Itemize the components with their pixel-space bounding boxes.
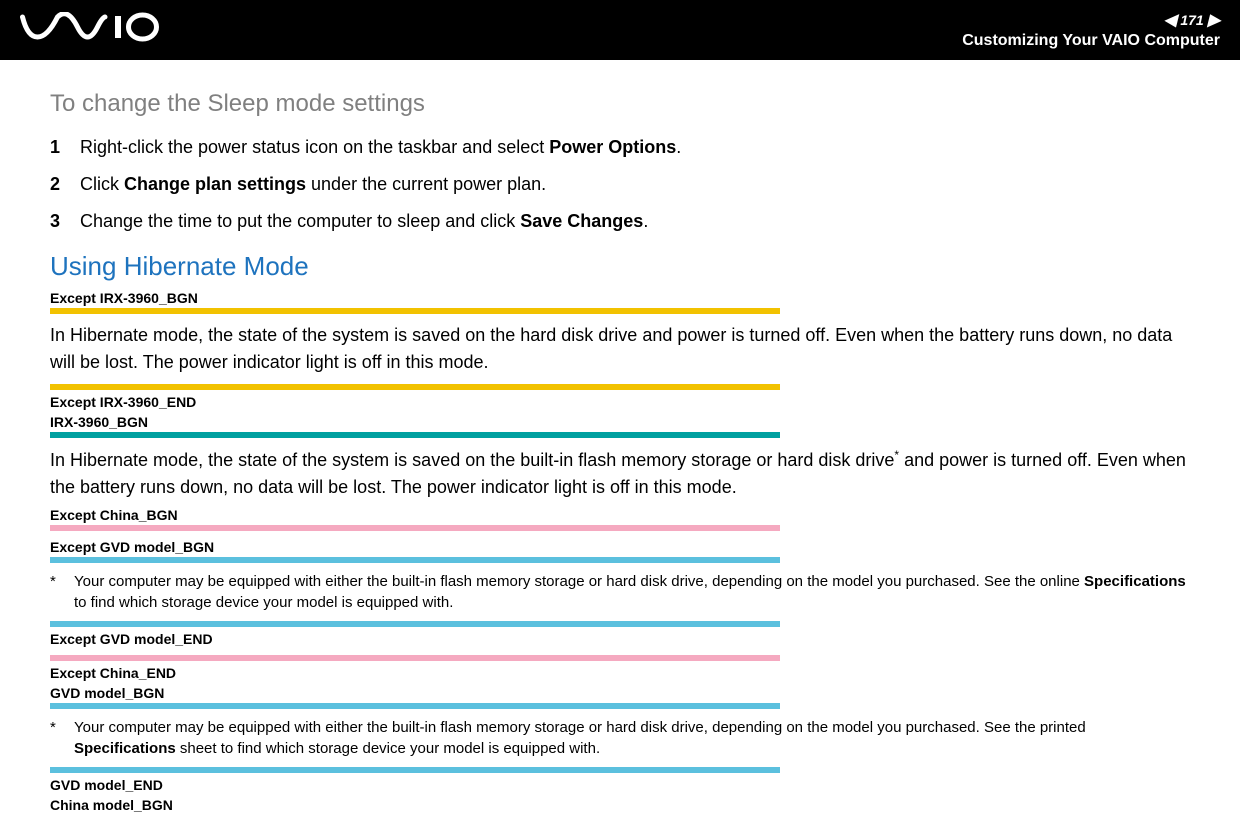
tag-china-bgn: China model_BGN (50, 797, 1190, 813)
tag-except-china-bgn: Except China_BGN (50, 507, 1190, 523)
header-title: Customizing Your VAIO Computer (962, 32, 1220, 50)
hibernate-para-2: In Hibernate mode, the state of the syst… (50, 446, 1190, 501)
step-number: 2 (50, 171, 80, 198)
color-bar-cyan (50, 703, 780, 709)
step-text: Right-click the power status icon on the… (80, 134, 1190, 161)
color-bar-yellow (50, 384, 780, 390)
step-1: 1 Right-click the power status icon on t… (50, 134, 1190, 161)
tag-irx-bgn: IRX-3960_BGN (50, 414, 1190, 430)
step-3: 3 Change the time to put the computer to… (50, 208, 1190, 235)
hibernate-para-1: In Hibernate mode, the state of the syst… (50, 322, 1190, 376)
footnote-mark: * (50, 571, 74, 613)
nav-next-icon[interactable]: ▶ (1208, 10, 1220, 30)
tag-gvd-end: GVD model_END (50, 777, 1190, 793)
color-bar-cyan (50, 621, 780, 627)
step-number: 1 (50, 134, 80, 161)
footnote-mark: * (50, 717, 74, 759)
color-bar-pink (50, 525, 780, 531)
hibernate-title: Using Hibernate Mode (50, 251, 1190, 282)
footnote-2: * Your computer may be equipped with eit… (50, 717, 1190, 759)
tag-gvd-bgn: GVD model_BGN (50, 685, 1190, 701)
tag-except-gvd-end: Except GVD model_END (50, 631, 1190, 647)
color-bar-cyan (50, 767, 780, 773)
step-text: Click Change plan settings under the cur… (80, 171, 1190, 198)
tag-except-irx-end: Except IRX-3960_END (50, 394, 1190, 410)
page-number: 171 (1180, 12, 1203, 28)
nav-prev-icon[interactable]: ◀ (1164, 10, 1176, 30)
steps-list: 1 Right-click the power status icon on t… (50, 134, 1190, 235)
tag-except-gvd-bgn: Except GVD model_BGN (50, 539, 1190, 555)
page-content: To change the Sleep mode settings 1 Righ… (0, 60, 1240, 833)
color-bar-yellow (50, 308, 780, 314)
page-header: ◀ 171 ▶ Customizing Your VAIO Computer (0, 0, 1240, 60)
color-bar-pink (50, 655, 780, 661)
color-bar-cyan (50, 557, 780, 563)
footnote-text: Your computer may be equipped with eithe… (74, 717, 1190, 759)
footnote-1: * Your computer may be equipped with eit… (50, 571, 1190, 613)
tag-except-china-end: Except China_END (50, 665, 1190, 681)
page-nav: ◀ 171 ▶ (1164, 10, 1220, 30)
sleep-settings-title: To change the Sleep mode settings (50, 90, 1190, 118)
step-2: 2 Click Change plan settings under the c… (50, 171, 1190, 198)
header-right: ◀ 171 ▶ Customizing Your VAIO Computer (962, 10, 1220, 50)
color-bar-teal (50, 432, 780, 438)
vaio-logo (20, 12, 160, 49)
step-text: Change the time to put the computer to s… (80, 208, 1190, 235)
tag-except-irx-bgn: Except IRX-3960_BGN (50, 290, 1190, 306)
step-number: 3 (50, 208, 80, 235)
footnote-text: Your computer may be equipped with eithe… (74, 571, 1190, 613)
